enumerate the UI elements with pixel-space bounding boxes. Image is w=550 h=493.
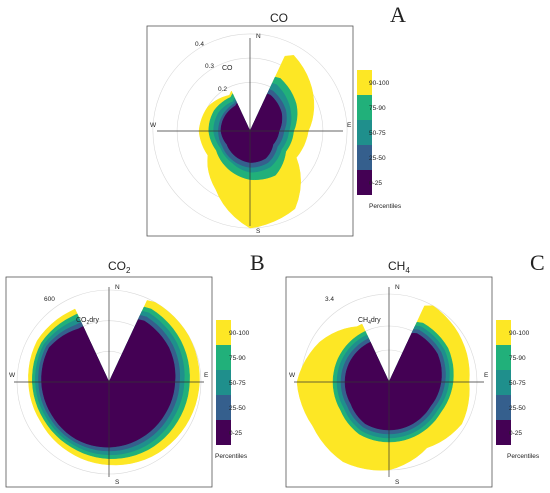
panel-c-east-label: E [484,372,489,379]
panel-c-letter: C [530,250,545,275]
panel-c-variable-label: CH4dry [358,317,381,326]
panel-a-ring-label-2: 0.2 [218,86,227,93]
panel-c-north-label: N [395,284,400,291]
panel-a-letter: A [390,2,406,27]
panel-a-legend-swatch-50-75 [357,120,372,145]
panel-c-south-label: S [395,479,400,486]
panel-a-legend-label-90-100: 90-100 [369,80,390,87]
panel-c-legend-swatch-50-75 [496,370,511,395]
panel-b-letter: B [250,250,265,275]
panel-c-legend-swatch-0-25 [496,420,511,445]
panel-b-legend-swatch-75-90 [216,345,231,370]
panel-a-legend-label-25-50: 25-50 [369,155,386,162]
panel-b: B CO2 N E S W 600 CO2dry 90-100 75-90 50… [5,250,265,488]
panel-a-legend-swatch-0-25 [357,170,372,195]
panel-b-north-label: N [115,284,120,291]
panel-b-legend-swatch-25-50 [216,395,231,420]
panel-c-legend-label-0-25: 0-25 [509,430,522,437]
panel-b-variable-label: CO2dry [76,317,100,326]
panel-a-legend: 90-100 75-90 50-75 25-50 0-25 Percentile… [357,70,402,210]
panel-a-legend-swatch-75-90 [357,95,372,120]
panel-c: C CH4 N E S W 3.4 CH4dry 90-100 75-90 50… [285,250,545,488]
panel-c-west-label: W [289,372,296,379]
panel-b-legend-swatch-0-25 [216,420,231,445]
panel-b-legend-swatch-90-100 [216,320,231,345]
panel-b-legend-label-75-90: 75-90 [229,355,246,362]
panel-c-legend-label-75-90: 75-90 [509,355,526,362]
panel-c-ring-label-0: 3.4 [325,296,334,303]
panel-a-legend-title: Percentiles [369,203,402,210]
panel-a-east-label: E [347,122,352,129]
panel-a-legend-swatch-25-50 [357,145,372,170]
panel-c-legend-swatch-75-90 [496,345,511,370]
panel-c-legend: 90-100 75-90 50-75 25-50 0-25 Percentile… [496,320,540,460]
panel-c-legend-swatch-25-50 [496,395,511,420]
panel-b-legend-label-50-75: 50-75 [229,380,246,387]
panel-c-legend-label-50-75: 50-75 [509,380,526,387]
panel-c-legend-label-90-100: 90-100 [509,330,530,337]
panel-a-title: CO [270,11,288,25]
panel-a-legend-label-0-25: 0-25 [369,180,382,187]
panel-a-legend-label-50-75: 50-75 [369,130,386,137]
panel-b-east-label: E [204,372,209,379]
panel-a: A CO N E S W 0.4 0.3 0.2 CO 90-100 75-90… [146,2,406,237]
panel-a-north-label: N [256,33,261,40]
panel-b-legend: 90-100 75-90 50-75 25-50 0-25 Percentile… [215,320,250,460]
panel-b-south-label: S [115,479,120,486]
panel-c-legend-swatch-90-100 [496,320,511,345]
panel-b-west-label: W [9,372,16,379]
panel-a-legend-label-75-90: 75-90 [369,105,386,112]
panel-a-ring-label-0: 0.4 [195,41,204,48]
panel-a-south-label: S [256,228,261,235]
panel-b-legend-title: Percentiles [215,453,248,460]
panel-b-legend-swatch-50-75 [216,370,231,395]
panel-a-west-label: W [150,122,157,129]
panel-b-legend-label-90-100: 90-100 [229,330,250,337]
panel-a-legend-swatch-90-100 [357,70,372,95]
panel-b-title: CO2 [108,259,131,275]
panel-a-percentile-areas [198,55,315,229]
panel-a-ring-label-1: 0.3 [205,63,214,70]
panel-b-legend-label-0-25: 0-25 [229,430,242,437]
panel-b-legend-label-25-50: 25-50 [229,405,246,412]
panel-c-legend-title: Percentiles [507,453,540,460]
panel-c-legend-label-25-50: 25-50 [509,405,526,412]
panel-b-ring-label-0: 600 [44,296,55,303]
panel-c-title: CH4 [388,259,410,275]
panel-b-percentile-areas [28,300,200,466]
panel-c-percentile-areas [296,305,470,471]
panel-a-variable-label: CO [222,65,233,72]
